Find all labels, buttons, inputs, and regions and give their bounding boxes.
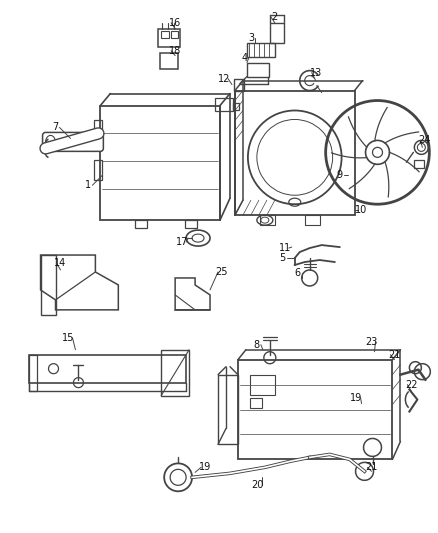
Bar [260,215,275,225]
Text: 17: 17 [176,237,188,247]
Bar [247,43,275,56]
Text: 10: 10 [355,205,367,215]
Text: 25: 25 [216,267,228,277]
Bar [95,160,102,180]
Text: 21: 21 [388,350,401,360]
Bar [247,63,269,77]
Bar [161,350,189,395]
Bar [185,220,197,228]
Text: 23: 23 [365,337,378,347]
Text: 5: 5 [280,253,286,263]
Bar [238,360,392,459]
Text: 8: 8 [254,340,260,350]
Text: 20: 20 [252,480,264,490]
Bar [305,215,320,225]
Text: 2: 2 [272,12,278,22]
Bar [28,355,186,383]
Text: 11: 11 [279,243,291,253]
Text: 24: 24 [418,135,431,146]
Bar [95,120,102,140]
Text: 3: 3 [248,33,254,43]
Bar [171,31,178,38]
Text: 15: 15 [62,333,74,343]
Text: 22: 22 [405,379,418,390]
Bar [158,29,180,47]
Bar [161,31,169,38]
Bar [218,375,238,445]
Text: 19: 19 [199,462,211,472]
Text: 14: 14 [54,258,67,268]
Bar [235,91,355,215]
FancyBboxPatch shape [42,132,103,151]
Text: 19: 19 [350,393,363,402]
Text: 4: 4 [242,53,248,63]
Text: 7: 7 [53,123,59,132]
Text: 13: 13 [310,68,322,78]
Bar [100,106,220,220]
Bar [160,53,178,69]
Polygon shape [45,130,100,152]
Bar [234,78,244,91]
Text: 21: 21 [365,462,378,472]
Bar [414,160,424,168]
Bar [270,23,284,43]
Text: 16: 16 [169,18,181,28]
Bar [135,220,147,228]
Text: 12: 12 [218,74,230,84]
Bar [41,255,56,315]
Text: 9: 9 [336,170,343,180]
Bar [250,375,275,394]
Bar [250,398,262,408]
Text: 6: 6 [295,268,301,278]
Bar [28,355,37,391]
Text: 18: 18 [169,46,181,55]
Text: 1: 1 [85,180,92,190]
Bar [233,102,239,110]
Bar [215,98,233,111]
